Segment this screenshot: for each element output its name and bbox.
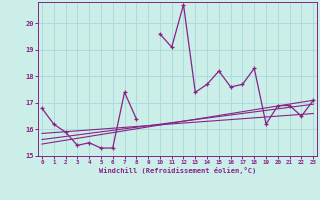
X-axis label: Windchill (Refroidissement éolien,°C): Windchill (Refroidissement éolien,°C) [99, 167, 256, 174]
